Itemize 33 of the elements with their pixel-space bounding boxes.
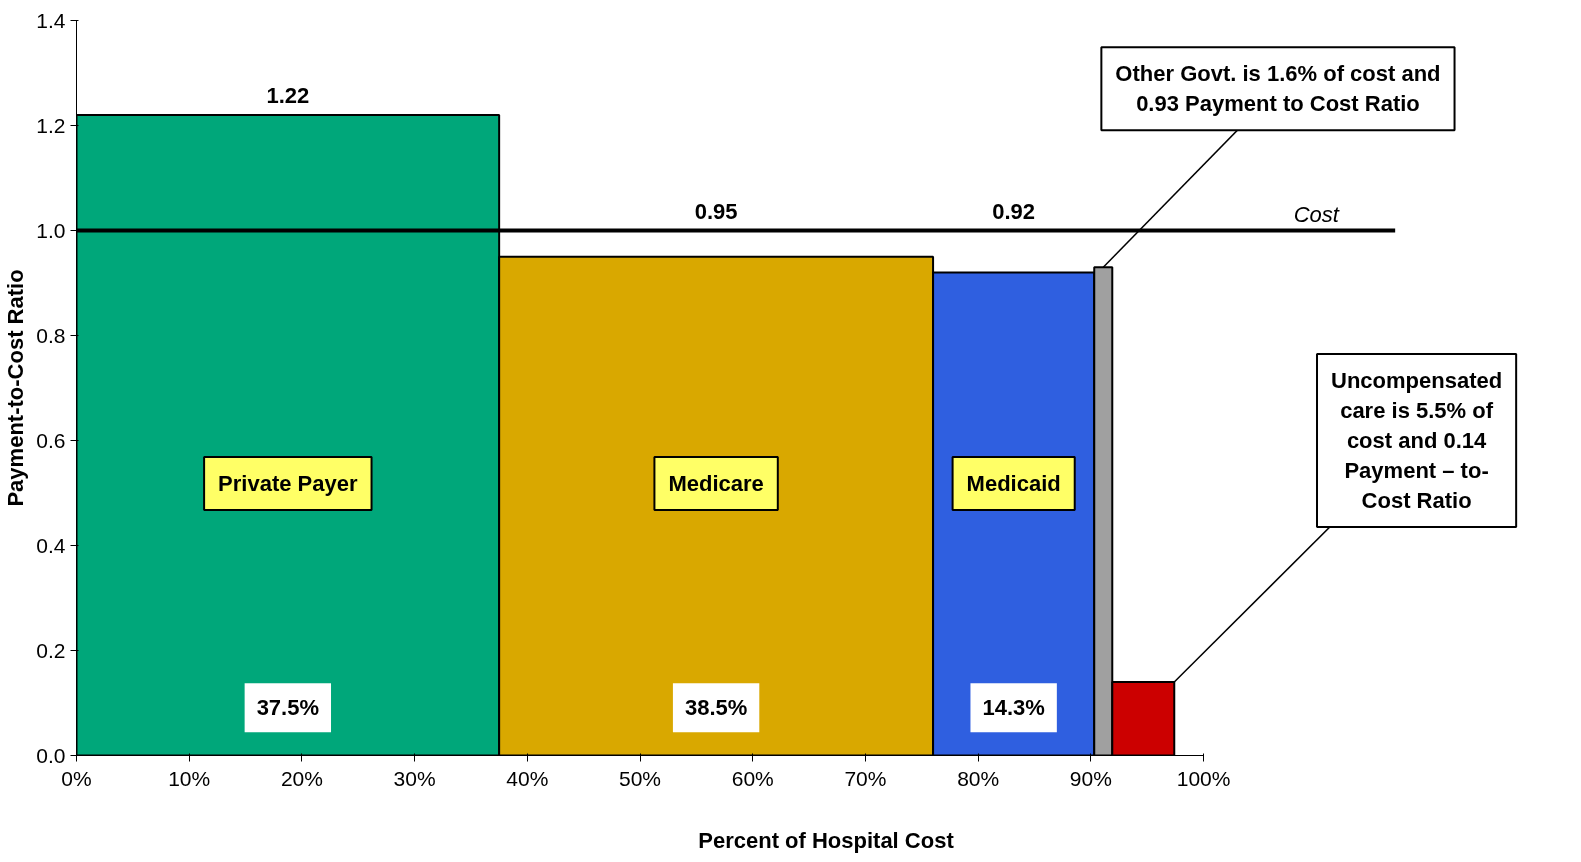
y-tick-label: 1.2 [36,113,66,137]
annotation: Medicaid [966,471,1061,497]
x-tick-label: 90% [1069,766,1112,790]
x-tick-label: 30% [393,766,436,790]
ref-line-label: Cost [1293,201,1340,227]
annotation: 38.5% [684,695,748,721]
annotation: Other Govt. is 1.6% of cost and 0.93 Payment to Cost Ratio [1115,61,1441,117]
y-tick-label: 0.4 [36,533,66,557]
data-label: 0.92 [992,198,1036,224]
y-tick-label: 0.0 [36,743,66,767]
y-tick-label: 1.4 [36,8,66,32]
x-tick-label: 50% [619,766,662,790]
y-tick-label: 0.8 [36,323,66,347]
annotation: Medicare [668,471,764,497]
y-tick-label: 1.0 [36,218,66,242]
x-axis-title: Percent of Hospital Cost [698,827,955,853]
annotation: 37.5% [256,695,320,721]
annotation: Uncompensated care is 5.5% of cost and 0.14 Payment – to- Cost Ratio [1331,368,1503,513]
y-tick-label: 0.2 [36,638,66,662]
x-tick-label: 70% [844,766,887,790]
x-tick-label: 100% [1176,766,1231,790]
x-tick-label: 60% [731,766,774,790]
data-label: 1.22 [266,83,310,108]
data-label: 0.95 [694,198,738,224]
y-tick-label: 0.6 [36,428,66,452]
y-axis-title: Payment-to-Cost Ratio [3,269,29,507]
annotation: Private Payer [218,471,358,497]
x-tick-label: 80% [957,766,1000,790]
x-tick-label: 40% [506,766,549,790]
x-tick-label: 20% [280,766,323,790]
x-tick-label: 10% [168,766,211,790]
annotation: 14.3% [982,695,1045,721]
x-tick-label: 0% [61,766,92,790]
